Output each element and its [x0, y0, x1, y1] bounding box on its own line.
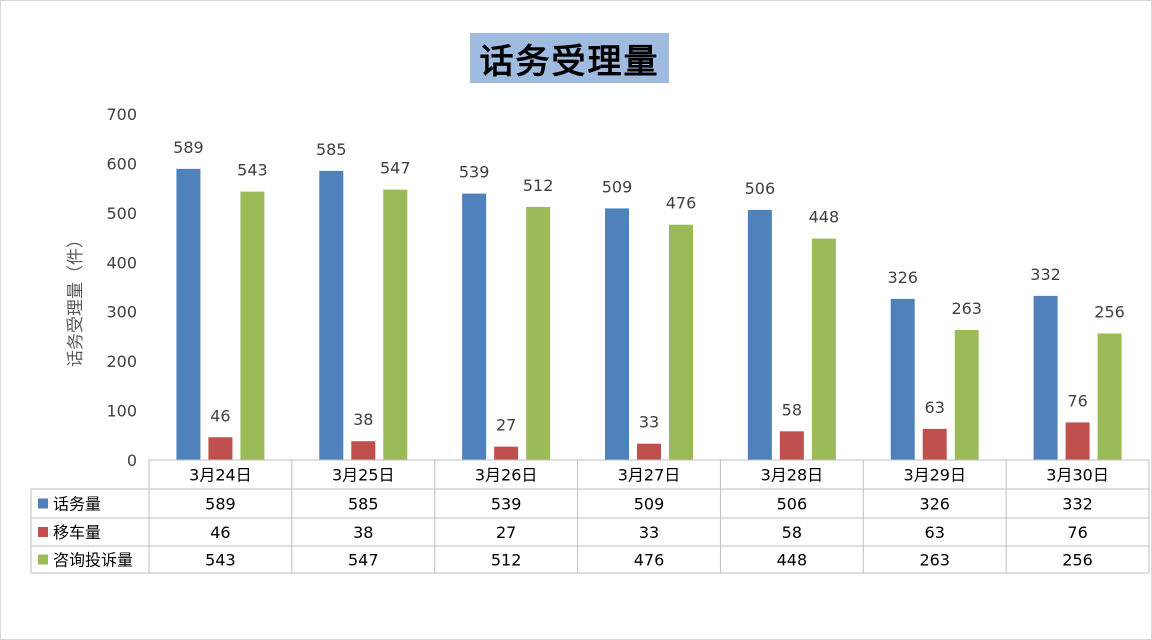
data-label: 76: [1067, 391, 1087, 410]
category-label: 3月25日: [332, 466, 395, 485]
chart-title-box: 话务受理量: [470, 33, 669, 83]
chart-title: 话务受理量: [479, 41, 660, 82]
bar: [954, 330, 979, 460]
table-value: 46: [210, 523, 230, 542]
data-label: 547: [380, 159, 411, 178]
table-value: 476: [634, 551, 665, 570]
bar: [526, 206, 551, 460]
table-value: 263: [919, 551, 950, 570]
y-tick-label: 400: [106, 253, 137, 272]
data-label: 256: [1094, 302, 1125, 321]
table-value: 58: [782, 523, 802, 542]
bar: [208, 437, 233, 460]
table-value: 448: [777, 551, 808, 570]
data-label: 27: [496, 416, 516, 435]
data-label: 585: [316, 140, 347, 159]
bar: [637, 443, 661, 460]
y-tick-label: 300: [106, 303, 137, 322]
bar: [605, 208, 629, 460]
bar: [922, 428, 947, 460]
bar: [1033, 295, 1058, 460]
data-label: 332: [1030, 265, 1061, 284]
series-name: 话务量: [53, 495, 101, 514]
category-label: 3月27日: [618, 466, 681, 485]
table-value: 539: [491, 495, 522, 514]
table-value: 543: [205, 551, 236, 570]
table-value: 506: [777, 495, 808, 514]
bar: [494, 446, 519, 460]
series-name: 咨询投诉量: [53, 551, 133, 570]
table-value: 38: [353, 523, 373, 542]
y-axis-label: 话务受理量（件）: [66, 231, 86, 367]
bar: [811, 238, 836, 460]
data-label: 539: [459, 163, 490, 182]
data-label: 63: [925, 398, 945, 417]
y-tick-label: 100: [106, 402, 137, 421]
data-label: 476: [666, 194, 697, 213]
category-label: 3月26日: [475, 466, 538, 485]
table-value: 589: [205, 495, 236, 514]
data-label: 512: [523, 176, 554, 195]
bar: [319, 170, 344, 461]
category-label: 3月28日: [761, 466, 824, 485]
bar: [351, 441, 376, 460]
y-tick-label: 600: [106, 154, 137, 173]
table-value: 585: [348, 495, 379, 514]
y-tick-label: 0: [127, 451, 137, 470]
data-label: 506: [745, 179, 776, 198]
legend-key: [38, 527, 48, 537]
data-label: 589: [173, 138, 204, 157]
data-label: 263: [951, 299, 982, 318]
table-value: 547: [348, 551, 379, 570]
data-label: 46: [210, 406, 230, 425]
bar: [669, 224, 693, 460]
table-value: 33: [639, 523, 659, 542]
bar: [383, 189, 408, 460]
category-label: 3月24日: [189, 466, 252, 485]
y-tick-label: 700: [106, 105, 137, 124]
bar: [779, 431, 804, 460]
table-value: 332: [1062, 495, 1093, 514]
legend-key: [38, 554, 48, 565]
data-label: 58: [782, 400, 802, 419]
table-value: 63: [925, 523, 945, 542]
bar: [1097, 333, 1122, 460]
table-value: 326: [919, 495, 950, 514]
data-label: 448: [809, 208, 840, 227]
data-label: 509: [602, 177, 633, 196]
data-label: 543: [237, 161, 268, 180]
series-name: 移车量: [53, 523, 101, 542]
category-label: 3月29日: [903, 466, 966, 485]
bar: [240, 191, 265, 461]
bar: [890, 298, 915, 460]
data-label: 326: [887, 268, 918, 287]
table-value: 509: [634, 495, 665, 514]
data-label: 38: [353, 410, 373, 429]
category-label: 3月30日: [1046, 466, 1109, 485]
table-value: 256: [1062, 551, 1093, 570]
data-label: 33: [639, 413, 659, 432]
table-value: 512: [491, 551, 522, 570]
bar: [747, 209, 772, 460]
legend-key: [38, 498, 48, 509]
table-value: 76: [1067, 523, 1087, 542]
bar: [462, 193, 487, 460]
y-tick-label: 500: [106, 204, 137, 223]
bar: [176, 168, 201, 460]
table-value: 27: [496, 523, 516, 542]
y-tick-label: 200: [106, 352, 137, 371]
bar: [1065, 422, 1090, 460]
